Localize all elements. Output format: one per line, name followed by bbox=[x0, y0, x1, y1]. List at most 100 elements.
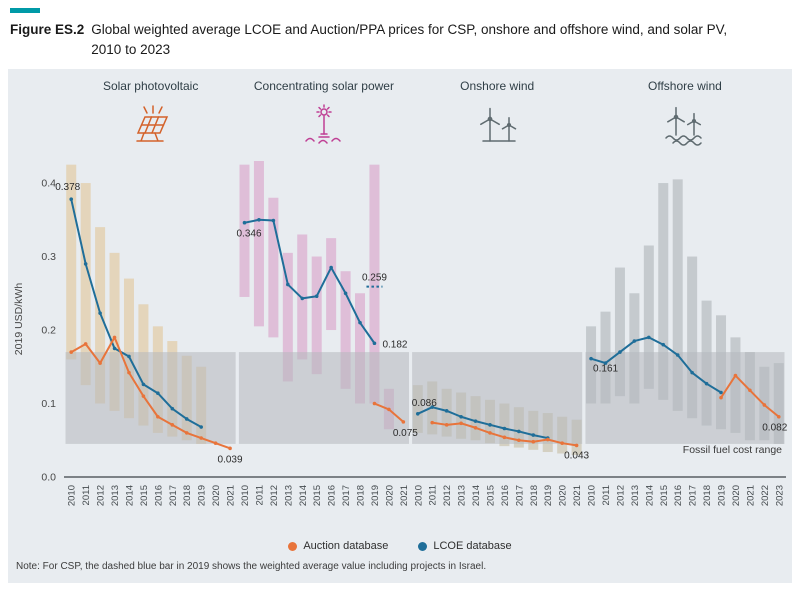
line-offshore-wind bbox=[590, 336, 722, 394]
year-tick-label: 2022 bbox=[760, 485, 771, 506]
year-tick-label: 2020 bbox=[731, 485, 742, 506]
year-tick-label: 2016 bbox=[500, 485, 511, 506]
fossil-band-label: Fossil fuel cost range bbox=[683, 444, 782, 456]
year-tick-label: 2020 bbox=[384, 485, 395, 506]
year-tick-label: 2017 bbox=[514, 485, 525, 506]
line-onshore-wind bbox=[417, 406, 548, 440]
range-bar-csp bbox=[282, 252, 293, 382]
range-bar-offshore-wind bbox=[643, 245, 654, 389]
year-tick-label: 2017 bbox=[688, 485, 699, 506]
value-label: 0.043 bbox=[564, 451, 589, 462]
year-tick-label: 2023 bbox=[774, 485, 785, 506]
accent-bar bbox=[10, 8, 40, 13]
lcoe-dot-icon bbox=[418, 541, 428, 551]
legend-item-auction: Auction database bbox=[288, 540, 388, 552]
year-tick-label: 2019 bbox=[717, 485, 728, 506]
year-tick-label: 2018 bbox=[702, 485, 713, 506]
year-tick-label: 2016 bbox=[673, 485, 684, 506]
value-label: 0.378 bbox=[55, 182, 80, 193]
axes: 2010 2011 2012 2013 2014 2015 2016 2017 2018 2019… bbox=[13, 178, 786, 506]
year-tick-label: 2014 bbox=[298, 485, 309, 506]
chart-area: Solar photovoltaic Concentrating solar p… bbox=[8, 69, 792, 584]
year-tick-label: 2018 bbox=[529, 485, 540, 506]
year-tick-label: 2013 bbox=[630, 485, 641, 506]
year-tick-label: 2020 bbox=[211, 485, 222, 506]
y-tick-label: 0.0 bbox=[41, 472, 56, 484]
year-tick-label: 2013 bbox=[110, 485, 121, 506]
year-tick-label: 2017 bbox=[168, 485, 179, 506]
year-tick-label: 2014 bbox=[471, 485, 482, 506]
year-tick-label: 2018 bbox=[182, 485, 193, 506]
year-tick-label: 2011 bbox=[601, 485, 612, 505]
year-tick-label: 2015 bbox=[485, 485, 496, 506]
year-tick-label: 2019 bbox=[543, 485, 554, 506]
range-bar-solar-pv bbox=[109, 252, 120, 411]
panel-title-offshore-wind: Offshore wind bbox=[648, 79, 722, 94]
year-tick-label: 2014 bbox=[644, 485, 655, 506]
fossil-band-segment bbox=[238, 352, 410, 445]
figure-header: Figure ES.2 Global weighted average LCOE… bbox=[0, 0, 800, 65]
year-tick-label: 2016 bbox=[153, 485, 164, 506]
line-csp bbox=[244, 218, 376, 344]
line-solar-pv bbox=[70, 199, 202, 429]
year-tick-label: 2020 bbox=[558, 485, 569, 506]
year-tick-label: 2012 bbox=[442, 485, 453, 506]
y-tick-label: 0.4 bbox=[41, 178, 56, 190]
year-tick-label: 2010 bbox=[240, 485, 251, 506]
year-tick-label: 2021 bbox=[226, 485, 237, 506]
range-bar-csp bbox=[355, 293, 366, 404]
year-tick-label: 2010 bbox=[587, 485, 598, 506]
range-bar-csp bbox=[268, 197, 279, 338]
plot-svg: 2010 2011 2012 2013 2014 2015 2016 2017 2018 2019… bbox=[13, 161, 788, 506]
legend: Auction database LCOE database bbox=[8, 535, 792, 557]
fossil-band-segment bbox=[585, 352, 785, 445]
range-bar-csp bbox=[311, 256, 322, 375]
year-tick-label: 2021 bbox=[399, 485, 410, 506]
range-bar-csp bbox=[239, 164, 250, 298]
legend-label-auction: Auction database bbox=[303, 540, 389, 553]
year-tick-label: 2012 bbox=[269, 485, 280, 506]
value-label: 0.346 bbox=[237, 229, 262, 240]
value-labels: 0.378 0.039 0.346 0.259 0.182 0.075 0.086 0.043… bbox=[55, 182, 788, 465]
range-bar-solar-pv bbox=[80, 183, 91, 386]
auction-dot-icon bbox=[288, 541, 298, 551]
year-tick-label: 2018 bbox=[356, 485, 367, 506]
year-tick-label: 2015 bbox=[659, 485, 670, 506]
year-tick-label: 2012 bbox=[96, 485, 107, 506]
onshore-wind-icon bbox=[411, 103, 584, 149]
range-bar-offshore-wind bbox=[672, 179, 683, 411]
year-tick-label: 2019 bbox=[197, 485, 208, 506]
figure-note: Note: For CSP, the dashed blue bar in 20… bbox=[16, 561, 487, 573]
range-bar-csp bbox=[369, 164, 380, 404]
panel-title-onshore-wind: Onshore wind bbox=[460, 79, 535, 94]
figure-title: Global weighted average LCOE and Auction… bbox=[91, 22, 728, 57]
y-tick-label: 0.2 bbox=[41, 325, 56, 337]
year-tick-label: 2021 bbox=[572, 485, 583, 506]
range-bar-solar-pv bbox=[123, 278, 134, 419]
year-tick-label: 2021 bbox=[745, 485, 756, 506]
year-tick-label: 2011 bbox=[428, 485, 439, 505]
year-tick-label: 2017 bbox=[341, 485, 352, 506]
offshore-wind-icon bbox=[584, 103, 786, 149]
range-bar-offshore-wind bbox=[687, 256, 698, 419]
fossil-band-segment bbox=[412, 352, 583, 445]
value-label: 0.161 bbox=[593, 364, 618, 375]
legend-item-lcoe: LCOE database bbox=[418, 540, 512, 553]
range-bar-offshore-wind bbox=[614, 267, 625, 397]
value-label: 0.039 bbox=[218, 454, 243, 465]
year-tick-label: 2011 bbox=[81, 485, 92, 505]
year-tick-label: 2015 bbox=[312, 485, 323, 506]
csp-tower-icon bbox=[237, 103, 410, 149]
year-tick-label: 2015 bbox=[139, 485, 150, 506]
fossil-band-segment bbox=[65, 352, 236, 445]
year-tick-label: 2019 bbox=[370, 485, 381, 506]
figure-label: Figure ES.2 bbox=[10, 22, 85, 37]
year-tick-label: 2013 bbox=[283, 485, 294, 506]
value-label: 0.075 bbox=[393, 428, 418, 439]
y-tick-label: 0.1 bbox=[41, 398, 56, 410]
value-label: 0.086 bbox=[412, 398, 437, 409]
legend-label-lcoe: LCOE database bbox=[433, 540, 512, 553]
year-tick-label: 2011 bbox=[254, 485, 265, 505]
year-tick-label: 2010 bbox=[413, 485, 424, 506]
range-bar-solar-pv bbox=[66, 164, 77, 360]
